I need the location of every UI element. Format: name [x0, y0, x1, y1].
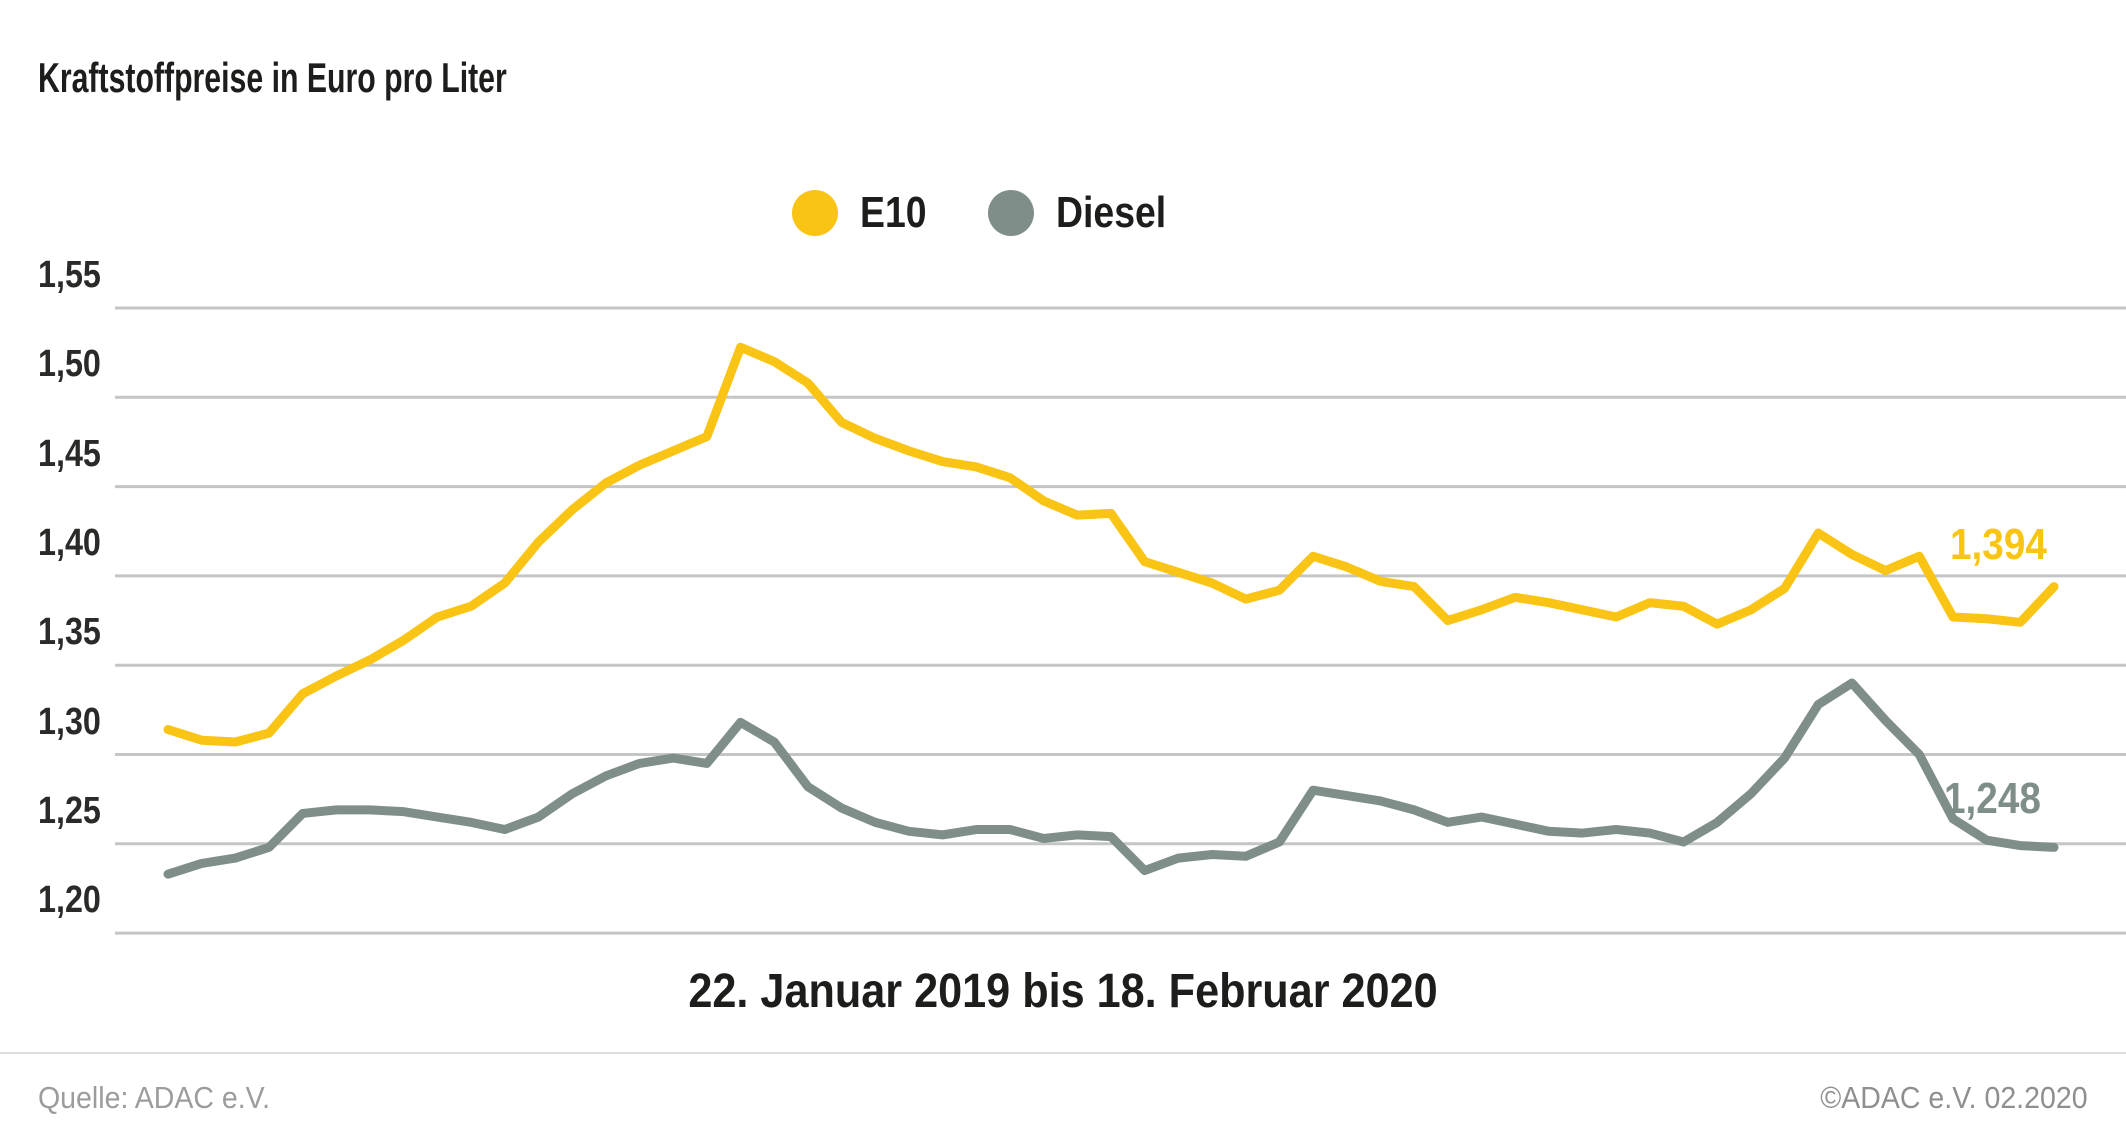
e10-end-value-label: 1,394: [1950, 520, 2047, 569]
legend-item-diesel: Diesel: [988, 188, 1186, 238]
e10-price-line: [163, 342, 2059, 747]
y-axis-tick-label: 1,30: [38, 700, 101, 743]
y-axis-tick-label: 1,45: [38, 432, 101, 475]
y-axis-tick-label: 1,55: [38, 254, 101, 296]
source-note: Quelle: ADAC e.V.: [38, 1080, 270, 1115]
diesel-end-value-label: 1,248: [1944, 774, 2041, 823]
y-axis-tick-label: 1,50: [38, 343, 101, 386]
diesel-price-line: [163, 678, 2059, 879]
y-axis-tick-label: 1,35: [38, 611, 101, 654]
chart-title: Kraftstoffpreise in Euro pro Liter: [38, 54, 507, 101]
copyright-note: ©ADAC e.V. 02.2020: [1820, 1080, 2088, 1115]
legend-label: Diesel: [1056, 188, 1167, 237]
footer-divider: [0, 1052, 2126, 1054]
legend-dot-icon: [988, 190, 1035, 236]
legend: E10 Diesel: [792, 188, 1236, 238]
y-axis-tick-label: 1,40: [38, 521, 101, 564]
y-axis-tick-label: 1,25: [38, 789, 101, 832]
legend-label: E10: [860, 188, 927, 237]
legend-item-e10: E10: [792, 188, 938, 238]
y-axis-tick-label: 1,20: [38, 879, 101, 922]
legend-dot-icon: [792, 190, 838, 236]
x-axis-caption: 22. Januar 2019 bis 18. Februar 2020: [688, 965, 1438, 1018]
